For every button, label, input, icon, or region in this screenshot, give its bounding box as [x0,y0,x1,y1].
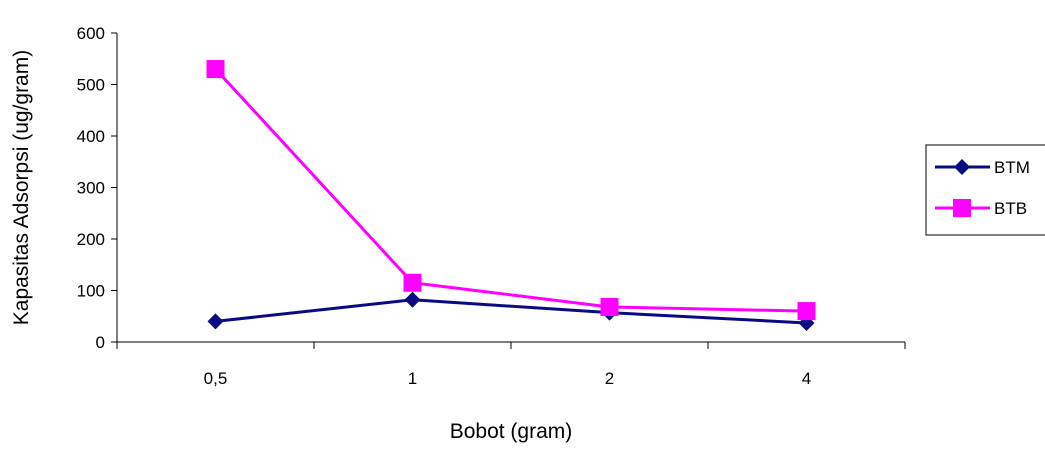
series-btm [207,291,815,331]
data-point [600,297,619,316]
y-tick-label: 100 [77,282,105,301]
legend-item-btb: BTB [935,199,1027,218]
x-tick-label: 2 [605,369,614,388]
series-layer [206,60,816,331]
y-tick-label: 600 [77,24,105,43]
data-point [404,291,421,308]
y-tick-label: 0 [96,333,105,352]
x-tick-label: 1 [408,369,417,388]
axes: 0 100 200 300 400 500 600 0,5 1 2 4 [77,24,906,388]
y-tick-label: 300 [77,179,105,198]
legend-label: BTM [994,158,1030,177]
y-axis-title: Kapasitas Adsorpsi (ug/gram) [10,50,33,325]
x-tick-label: 0,5 [204,369,228,388]
series-btb [206,60,816,321]
data-point [207,313,224,330]
x-tick-label: 4 [802,369,811,388]
legend-label: BTB [994,199,1027,218]
y-tick-label: 500 [77,76,105,95]
series-line [214,68,807,313]
y-tick-label: 400 [77,127,105,146]
data-point [403,273,422,292]
legend: BTM BTB [925,144,1045,236]
legend-marker [954,159,970,175]
x-axis-title: Bobot (gram) [450,420,573,443]
data-point [797,302,816,321]
y-tick-label: 200 [77,230,105,249]
legend-marker [953,199,971,217]
legend-item-btm: BTM [935,158,1030,177]
data-point [206,60,225,79]
legend-box [925,144,1045,236]
series-line [215,298,807,325]
